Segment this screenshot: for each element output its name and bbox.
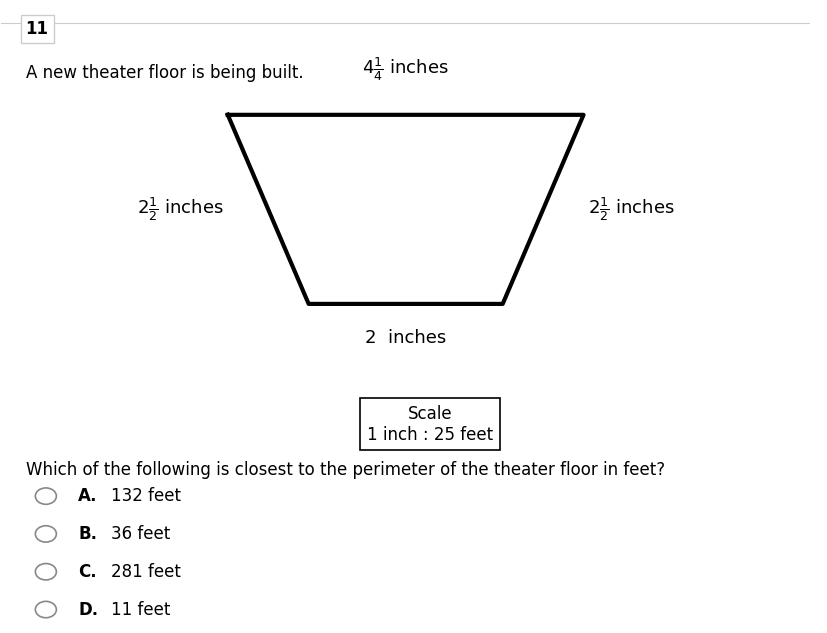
- Text: $4\frac{1}{4}$ inches: $4\frac{1}{4}$ inches: [362, 56, 448, 84]
- Text: A.: A.: [78, 487, 98, 505]
- Text: $2\frac{1}{2}$ inches: $2\frac{1}{2}$ inches: [587, 196, 673, 223]
- Text: $2\frac{1}{2}$ inches: $2\frac{1}{2}$ inches: [137, 196, 223, 223]
- Text: 2  inches: 2 inches: [365, 329, 446, 347]
- Text: C.: C.: [78, 563, 97, 580]
- Text: Scale
1 inch : 25 feet: Scale 1 inch : 25 feet: [366, 404, 492, 444]
- Text: B.: B.: [78, 525, 97, 543]
- Text: Which of the following is closest to the perimeter of the theater floor in feet?: Which of the following is closest to the…: [26, 461, 664, 479]
- Text: 132 feet: 132 feet: [111, 487, 180, 505]
- Text: A new theater floor is being built.: A new theater floor is being built.: [26, 65, 303, 82]
- Text: 281 feet: 281 feet: [111, 563, 180, 580]
- Text: 36 feet: 36 feet: [111, 525, 170, 543]
- Text: 11 feet: 11 feet: [111, 601, 170, 618]
- Text: 11: 11: [26, 20, 49, 38]
- Text: D.: D.: [78, 601, 98, 618]
